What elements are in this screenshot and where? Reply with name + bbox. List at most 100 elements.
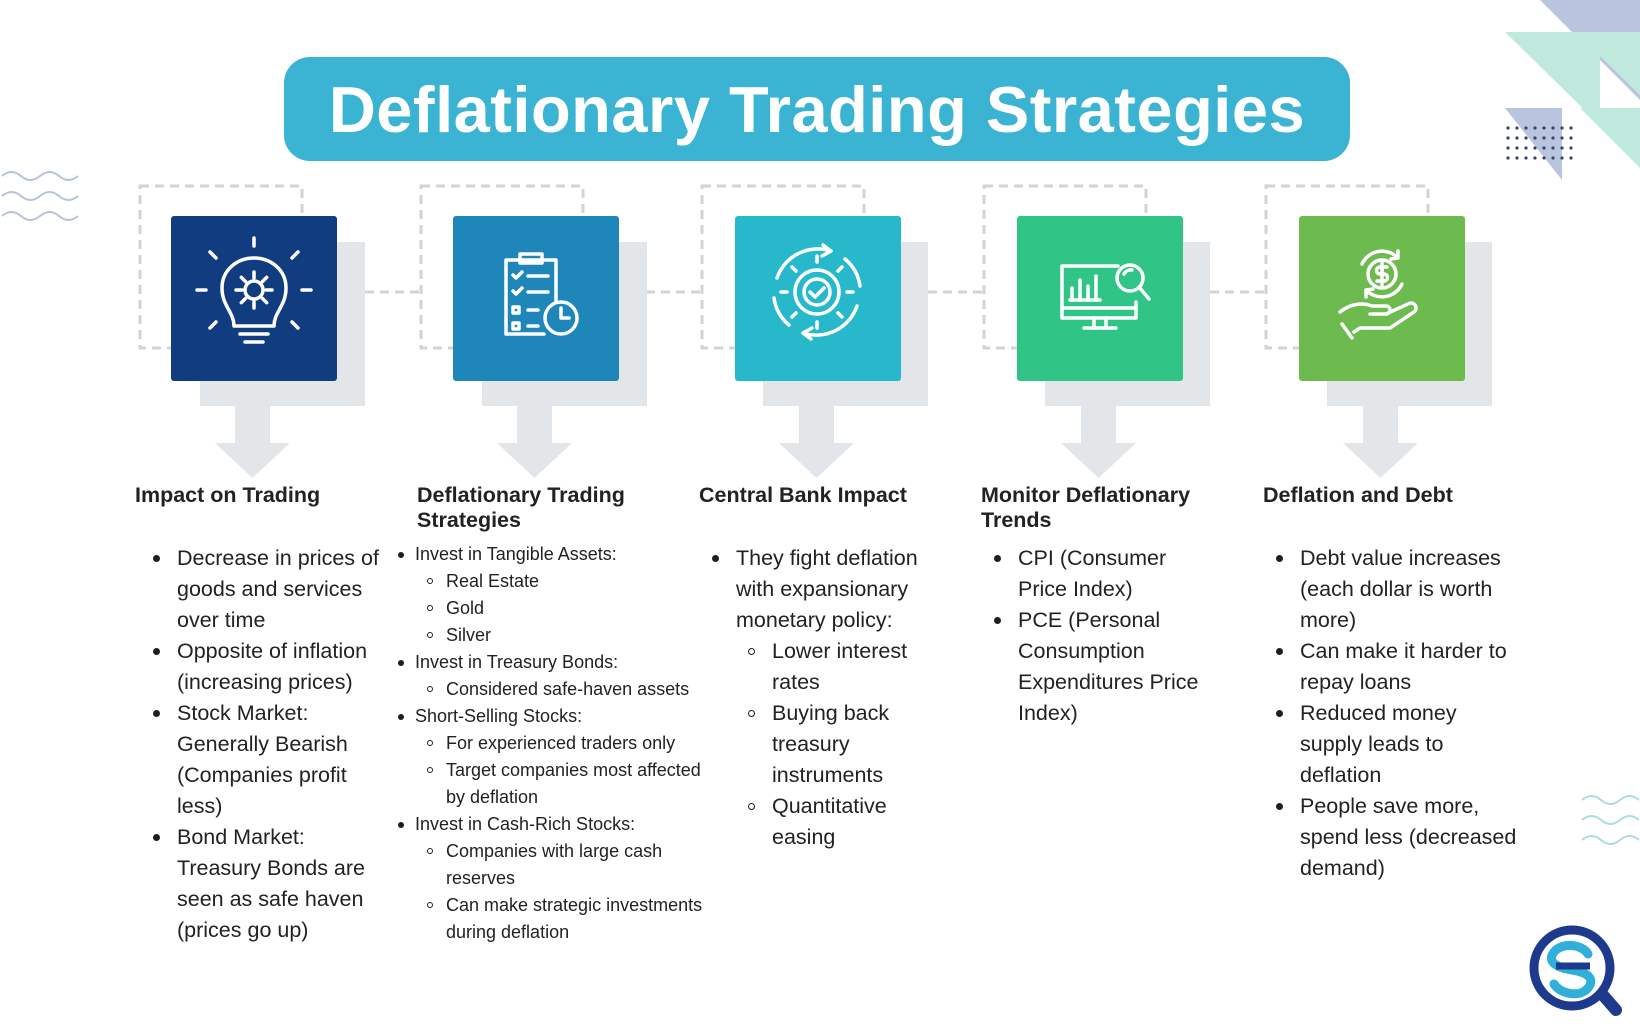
list-item: Reduced money supply leads to deflation <box>1264 698 1522 791</box>
list-item: CPI (Consumer Price Index) <box>982 543 1212 605</box>
dot <box>1506 136 1510 140</box>
list-item: Stock Market: Generally Bearish (Compani… <box>141 698 381 822</box>
sub-list: Considered safe-haven assets <box>415 676 708 703</box>
dot <box>1533 146 1537 150</box>
sub-list: Companies with large cash reserves Can m… <box>415 838 708 946</box>
title-banner: Deflationary Trading Strategies <box>284 57 1350 161</box>
step-card-4 <box>982 184 1210 478</box>
dot <box>1551 146 1555 150</box>
dot <box>1560 146 1564 150</box>
dot <box>1506 126 1510 130</box>
card-face <box>735 216 901 381</box>
dot <box>1551 156 1555 160</box>
sub-list-item: Considered safe-haven assets <box>415 676 708 703</box>
dot-grid-decoration <box>1506 126 1573 160</box>
list-impact-on-trading: Decrease in prices of goods and services… <box>141 543 381 946</box>
sub-list-item: Silver <box>415 622 708 649</box>
list-item: Can make it harder to repay loans <box>1264 636 1522 698</box>
dot <box>1542 146 1546 150</box>
list-monitor-deflationary-trends: CPI (Consumer Price Index) PCE (Personal… <box>982 543 1212 729</box>
list-item: Invest in Treasury Bonds: Considered saf… <box>396 649 708 703</box>
list-deflation-and-debt: Debt value increases (each dollar is wor… <box>1264 543 1522 884</box>
list-central-bank-impact: They fight deflation with expansionary m… <box>700 543 945 853</box>
sub-list-item: For experienced traders only <box>415 730 708 757</box>
dot <box>1515 156 1519 160</box>
step-card-5 <box>1264 184 1492 478</box>
lightbulb-gear-icon <box>195 236 313 344</box>
monitor-chart-magnifier-icon <box>1060 263 1151 330</box>
dot <box>1506 156 1510 160</box>
card-face <box>453 216 619 381</box>
sub-list-item: Can make strategic investments during de… <box>415 892 708 946</box>
heading-monitor-deflationary-trends: Monitor Deflationary Trends <box>981 483 1191 532</box>
down-arrow <box>497 405 572 478</box>
down-arrow <box>1343 405 1418 478</box>
dot <box>1524 136 1528 140</box>
step-card-1 <box>138 184 365 478</box>
page-title: Deflationary Trading Strategies <box>328 72 1306 146</box>
sub-list-item: Buying back treasury instruments <box>736 698 945 791</box>
list-item: PCE (Personal Consumption Expenditures P… <box>982 605 1212 729</box>
list-item: Invest in Tangible Assets: Real Estate G… <box>396 541 708 649</box>
dot <box>1515 126 1519 130</box>
dot <box>1542 136 1546 140</box>
dot <box>1524 156 1528 160</box>
dot <box>1569 156 1573 160</box>
list-item: People save more, spend less (decreased … <box>1264 791 1522 884</box>
sub-list-item: Lower interest rates <box>736 636 945 698</box>
dot <box>1506 146 1510 150</box>
sub-list-item: Companies with large cash reserves <box>415 838 708 892</box>
dot <box>1560 136 1564 140</box>
dot <box>1542 126 1546 130</box>
sub-list-item: Gold <box>415 595 708 622</box>
checklist-clock-icon <box>504 252 579 336</box>
dot <box>1569 126 1573 130</box>
dot <box>1515 136 1519 140</box>
list-item: Debt value increases (each dollar is wor… <box>1264 543 1522 636</box>
dot <box>1560 156 1564 160</box>
dot <box>1569 146 1573 150</box>
dot <box>1524 126 1528 130</box>
sub-list-item: Real Estate <box>415 568 708 595</box>
dot <box>1515 146 1519 150</box>
heading-impact-on-trading: Impact on Trading <box>135 483 321 507</box>
dot <box>1569 136 1573 140</box>
dot <box>1533 156 1537 160</box>
list-item: Bond Market: Treasury Bonds are seen as … <box>141 822 381 946</box>
sub-list-item: Target companies most affected by deflat… <box>415 757 708 811</box>
list-item: Decrease in prices of goods and services… <box>141 543 381 636</box>
sub-list: Lower interest rates Buying back treasur… <box>736 636 945 853</box>
sub-list: Real Estate Gold Silver <box>415 568 708 649</box>
dot <box>1542 156 1546 160</box>
dot <box>1560 126 1564 130</box>
sub-list-item: Quantitative easing <box>736 791 945 853</box>
gear-refresh-check-icon <box>772 243 862 341</box>
triangle-decoration <box>1505 0 1640 180</box>
brand-logo <box>1529 925 1622 1016</box>
dot <box>1524 146 1528 150</box>
down-arrow <box>1061 405 1136 478</box>
down-arrow <box>779 405 854 478</box>
step-card-2 <box>419 184 647 478</box>
step-card-3 <box>700 184 928 478</box>
list-item: Opposite of inflation (increasing prices… <box>141 636 381 698</box>
list-deflationary-trading-strategies: Invest in Tangible Assets: Real Estate G… <box>396 541 708 946</box>
dot <box>1533 136 1537 140</box>
down-arrow <box>215 405 290 478</box>
heading-central-bank-impact: Central Bank Impact <box>699 483 907 507</box>
list-item: Invest in Cash-Rich Stocks: Companies wi… <box>396 811 708 946</box>
heading-deflation-and-debt: Deflation and Debt <box>1263 483 1453 507</box>
dot <box>1551 136 1555 140</box>
wave-decoration-right <box>1581 795 1640 845</box>
list-item: They fight deflation with expansionary m… <box>700 543 945 853</box>
hand-dollar-coin-icon <box>1338 249 1418 340</box>
wave-decoration-left <box>1 171 79 221</box>
sub-list: For experienced traders only Target comp… <box>415 730 708 811</box>
list-item: Short-Selling Stocks: For experienced tr… <box>396 703 708 811</box>
dot <box>1551 126 1555 130</box>
heading-deflationary-trading-strategies: Deflationary Trading Strategies <box>417 483 625 532</box>
dot <box>1533 126 1537 130</box>
